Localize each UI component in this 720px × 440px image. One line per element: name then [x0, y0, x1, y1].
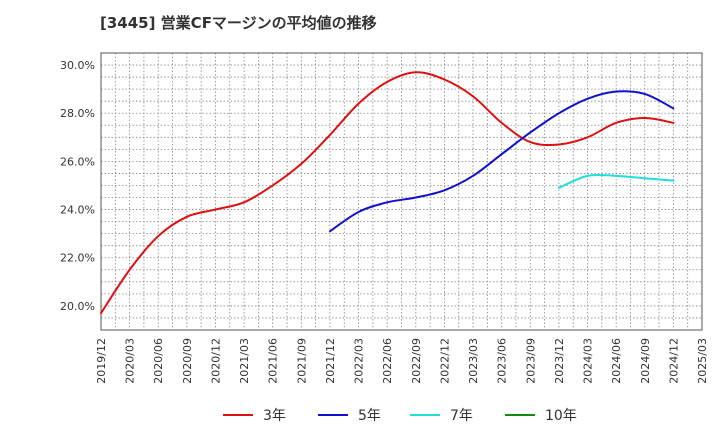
legend-label: 5年 [358, 408, 381, 424]
x-tick-label: 2021/12 [324, 338, 337, 384]
series-line-0 [100, 71, 675, 315]
y-tick-label: 22.0% [60, 252, 95, 265]
y-tick-label: 26.0% [60, 155, 95, 168]
x-tick-label: 2025/03 [696, 338, 709, 384]
series-lines [100, 71, 675, 315]
x-tick-label: 2020/12 [209, 338, 222, 384]
legend-label: 3年 [263, 408, 286, 424]
x-tick-label: 2020/06 [152, 338, 165, 384]
x-tick-label: 2021/06 [267, 338, 280, 384]
x-tick-label: 2020/03 [124, 338, 137, 384]
series-line-2 [557, 173, 675, 189]
y-axis-ticks: 20.0% 22.0% 24.0% 26.0% 28.0% 30.0% [60, 59, 95, 313]
x-tick-label: 2024/09 [639, 338, 652, 384]
x-tick-label: 2022/12 [438, 338, 451, 384]
x-tick-label: 2024/06 [610, 338, 623, 384]
grid-lines [100, 52, 703, 331]
x-tick-label: 2022/03 [353, 338, 366, 384]
x-tick-label: 2022/09 [410, 338, 423, 384]
x-tick-label: 2023/03 [467, 338, 480, 384]
x-tick-label: 2022/06 [381, 338, 394, 384]
x-tick-label: 2021/09 [295, 338, 308, 384]
x-tick-label: 2020/09 [181, 338, 194, 384]
y-tick-label: 30.0% [60, 59, 95, 72]
x-tick-label: 2023/12 [553, 338, 566, 384]
series-line-1 [328, 90, 675, 233]
y-tick-label: 24.0% [60, 204, 95, 217]
plot-area [100, 52, 703, 331]
x-axis-ticks: 2019/12 2020/03 2020/06 2020/09 2020/12 2021/… [95, 338, 709, 384]
x-tick-label: 2024/12 [667, 338, 680, 384]
x-tick-label: 2023/09 [524, 338, 537, 384]
legend-label: 10年 [545, 408, 577, 424]
y-tick-label: 28.0% [60, 107, 95, 120]
legend: 3年 5年 7年 10年 [223, 408, 577, 424]
chart-title: [3445] 営業CFマージンの平均値の推移 [100, 14, 377, 32]
y-tick-label: 20.0% [60, 300, 95, 313]
legend-label: 7年 [450, 408, 473, 424]
x-tick-label: 2023/06 [496, 338, 509, 384]
x-tick-label: 2021/03 [238, 338, 251, 384]
x-tick-label: 2024/03 [582, 338, 595, 384]
x-tick-label: 2019/12 [95, 338, 108, 384]
